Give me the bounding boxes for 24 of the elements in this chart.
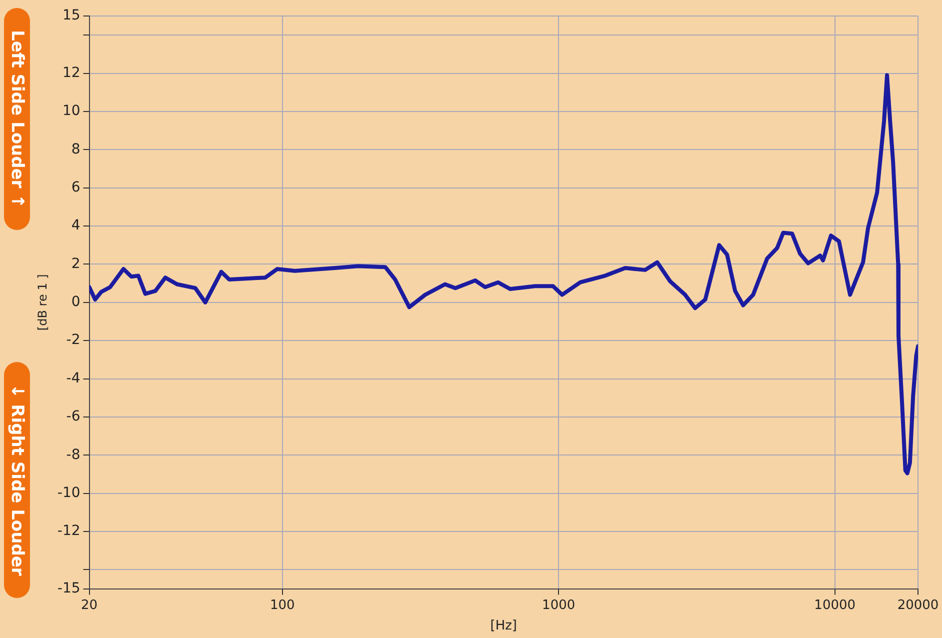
y-tick-label: -10: [57, 484, 80, 501]
x-axis-title: [Hz]: [490, 618, 518, 634]
x-tick-label: 100: [270, 598, 295, 613]
x-tick-label: 1000: [542, 598, 576, 613]
y-tick-label: 6: [71, 179, 80, 196]
y-tick-label: 8: [71, 141, 80, 158]
y-axis-title: [dB re 1 ]: [35, 274, 50, 331]
y-tick-label: -4: [66, 370, 80, 386]
y-tick-label: -12: [57, 523, 80, 540]
y-tick-label: -2: [66, 332, 80, 348]
y-tick-label: 0: [71, 294, 80, 310]
text: Left Side Louder ↑: [4, 8, 30, 230]
x-tick-label: 20000: [897, 598, 939, 613]
y-tick-label: 12: [62, 64, 80, 81]
x-tick-label: 10000: [814, 598, 856, 613]
y-tick-label: 15: [62, 8, 80, 24]
y-tick-label: 2: [71, 256, 80, 272]
y-tick-label: 4: [71, 218, 80, 234]
text: ↓ Right Side Louder: [4, 362, 30, 598]
x-tick-label: 20: [80, 598, 98, 613]
y-tick-label: -8: [66, 446, 80, 463]
y-tick-label: -6: [66, 408, 80, 425]
y-tick-label: -15: [57, 580, 80, 596]
y-tick-label: 10: [62, 103, 80, 120]
